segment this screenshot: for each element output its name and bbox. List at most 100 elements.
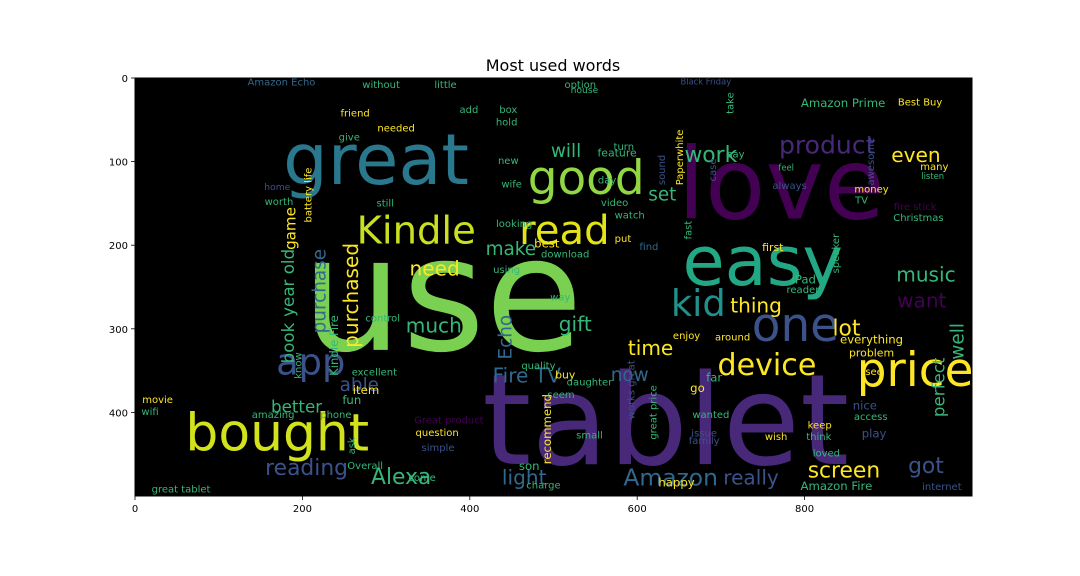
- word-138: fast: [684, 221, 695, 240]
- x-tick-label-4: 800: [795, 504, 814, 515]
- word-141: speaker: [831, 233, 842, 273]
- word-77: quality: [521, 361, 555, 372]
- word-13: device: [718, 348, 817, 383]
- word-2: love: [678, 128, 885, 243]
- word-62: new: [498, 156, 519, 167]
- word-71: still: [377, 199, 394, 210]
- word-76: way: [550, 292, 570, 303]
- word-140: take: [725, 92, 736, 114]
- word-75: download: [541, 250, 589, 261]
- word-8: one: [752, 298, 839, 353]
- word-63: wife: [501, 180, 522, 191]
- word-78: buy: [555, 368, 576, 381]
- word-124: Best Buy: [898, 98, 943, 109]
- word-18: lot: [832, 316, 860, 341]
- word-0: use: [301, 203, 582, 388]
- plot-background: [135, 78, 972, 496]
- word-42: purchased: [339, 243, 363, 348]
- word-91: come: [408, 473, 436, 484]
- word-104: wanted: [692, 410, 729, 421]
- word-79: seem: [547, 390, 574, 401]
- word-7: price: [857, 343, 974, 398]
- word-86: amazing: [252, 410, 295, 421]
- word-46: year old: [278, 249, 298, 317]
- word-121: wish: [765, 432, 788, 443]
- word-109: reader: [787, 285, 821, 296]
- word-134: awesome: [866, 138, 877, 186]
- word-9: read: [519, 208, 610, 254]
- word-38: better: [271, 397, 322, 417]
- word-118: keep: [808, 420, 832, 431]
- word-142: works great: [627, 360, 638, 419]
- word-64: feature: [597, 147, 637, 160]
- word-55: house: [571, 85, 599, 96]
- word-135: Black Friday: [680, 76, 731, 86]
- x-tick-label-0: 0: [132, 504, 138, 515]
- word-30: light: [502, 466, 547, 490]
- word-144: internet: [922, 482, 962, 493]
- word-122: Amazon Fire: [800, 479, 872, 493]
- y-tick-label-4: 400: [109, 408, 128, 419]
- word-120: loved: [813, 449, 840, 460]
- word-119: think: [806, 432, 831, 443]
- plot-frame: [134, 77, 973, 497]
- x-tick-label-2: 400: [460, 504, 479, 515]
- word-34: set: [648, 185, 676, 206]
- word-94: question: [416, 428, 459, 439]
- word-24: much: [406, 313, 462, 337]
- word-131: always: [772, 181, 806, 192]
- word-41: Echo: [495, 315, 516, 360]
- word-40: perfect: [929, 357, 949, 417]
- word-32: thing: [730, 293, 782, 317]
- word-80: item: [353, 383, 379, 397]
- word-95: simple: [421, 443, 454, 454]
- word-70: find: [639, 242, 658, 253]
- word-93: Great product: [414, 415, 484, 426]
- word-6: good: [528, 151, 645, 206]
- word-116: access: [854, 412, 888, 423]
- word-100: daughter: [567, 378, 614, 389]
- word-45: book: [278, 322, 298, 363]
- axes: 0 200 400 600 800 0 100 200 300 400: [109, 74, 814, 515]
- word-65: turn: [614, 142, 635, 153]
- word-47: Kindle Fire: [327, 315, 341, 376]
- word-33: will: [551, 141, 581, 162]
- word-60: box: [499, 105, 517, 116]
- word-59: add: [460, 105, 479, 116]
- word-36: now: [611, 365, 649, 386]
- word-61: hold: [496, 118, 518, 129]
- word-4: easy: [682, 222, 843, 302]
- word-72: looking: [496, 219, 532, 230]
- word-98: charge: [526, 480, 560, 491]
- word-90: Overall: [347, 461, 383, 472]
- word-102: family: [689, 436, 720, 447]
- word-53: little: [434, 80, 456, 91]
- word-50: home: [264, 182, 290, 193]
- word-66: day: [598, 175, 616, 186]
- word-20: got: [908, 454, 944, 479]
- word-137: Paperwhite: [675, 130, 686, 186]
- word-103: issue: [691, 429, 717, 440]
- word-101: happy: [658, 476, 694, 490]
- y-tick-label-3: 300: [109, 325, 128, 336]
- word-14: product: [779, 130, 876, 159]
- word-1: tablet: [482, 348, 849, 494]
- word-68: watch: [615, 210, 645, 221]
- word-25: need: [410, 257, 460, 281]
- y-tick-label-0: 0: [122, 74, 128, 85]
- word-52: without: [362, 80, 400, 91]
- word-3: great: [283, 119, 469, 201]
- x-tick-label-1: 200: [293, 504, 312, 515]
- word-132: feel: [778, 162, 794, 172]
- word-31: Fire TV: [493, 364, 562, 388]
- word-127: money: [854, 185, 888, 196]
- word-108: enjoy: [673, 331, 700, 342]
- word-35: make: [486, 239, 537, 260]
- x-tick-label-3: 600: [628, 504, 647, 515]
- word-58: needed: [377, 123, 415, 134]
- word-111: iPad: [792, 272, 816, 286]
- y-tick-label-1: 100: [109, 158, 128, 169]
